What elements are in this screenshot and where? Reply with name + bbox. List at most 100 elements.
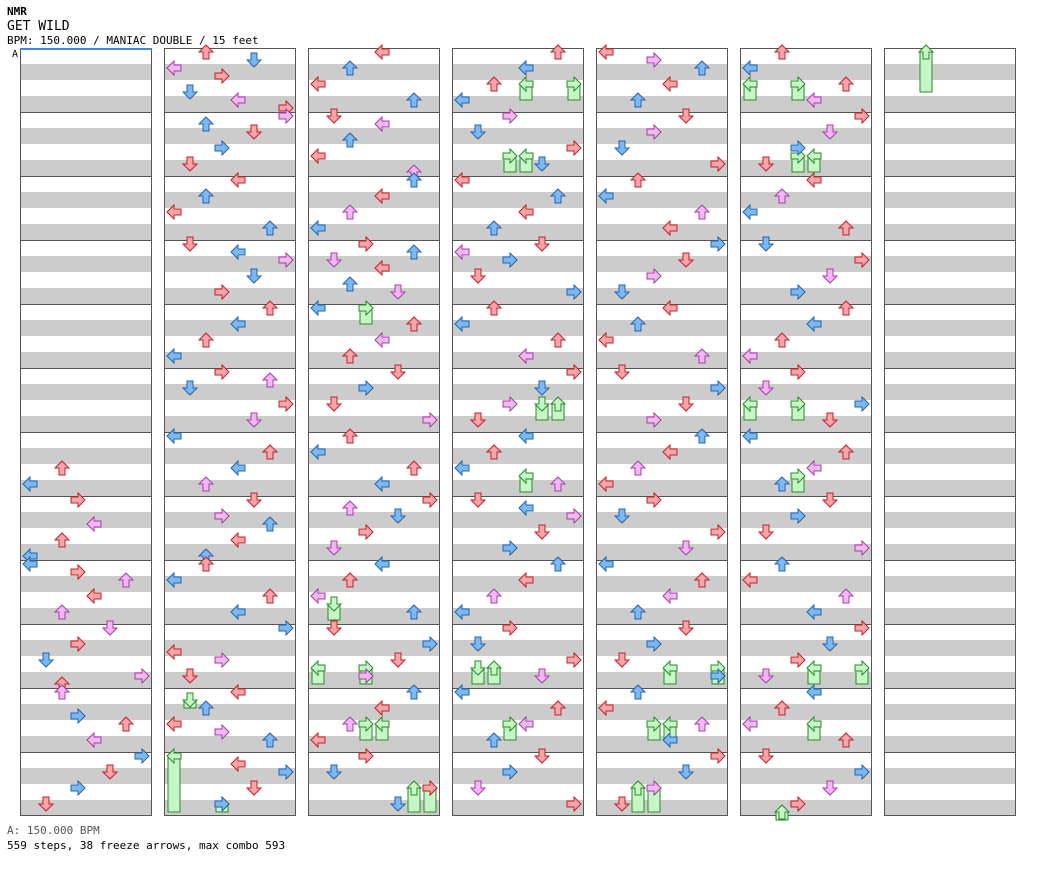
freeze-arrow xyxy=(790,395,806,421)
step-arrow xyxy=(341,348,359,364)
step-arrow xyxy=(742,203,758,221)
beat-stripe xyxy=(884,768,1016,784)
chart-column xyxy=(452,48,584,816)
step-arrow xyxy=(454,315,470,333)
step-arrow xyxy=(374,555,390,573)
freeze-arrow xyxy=(646,715,662,741)
step-arrow xyxy=(485,444,503,460)
beat-stripe xyxy=(596,480,728,496)
step-arrow xyxy=(549,188,567,204)
step-arrow xyxy=(374,475,390,493)
step-arrow xyxy=(166,347,182,365)
step-arrow xyxy=(405,316,423,332)
beat-stripe xyxy=(452,704,584,720)
step-arrow xyxy=(677,108,695,124)
freeze-arrow xyxy=(917,44,935,93)
step-arrow xyxy=(566,795,582,813)
beat-stripe xyxy=(884,480,1016,496)
beat-stripe xyxy=(596,256,728,272)
step-arrow xyxy=(405,604,423,620)
beat-stripe xyxy=(884,800,1016,816)
step-arrow xyxy=(662,219,678,237)
freeze-arrow xyxy=(742,395,758,421)
step-arrow xyxy=(646,635,662,653)
step-arrow xyxy=(389,364,407,380)
step-arrow xyxy=(757,380,775,396)
step-arrow xyxy=(374,115,390,133)
beat-stripe xyxy=(884,576,1016,592)
beat-stripe xyxy=(452,640,584,656)
step-arrow xyxy=(710,155,726,173)
beat-stripe xyxy=(308,160,440,176)
beat-stripe xyxy=(164,736,296,752)
beat-stripe xyxy=(164,288,296,304)
step-arrow xyxy=(502,619,518,637)
freeze-arrow xyxy=(518,147,534,173)
freeze-arrow xyxy=(374,715,390,741)
beat-stripe xyxy=(452,224,584,240)
freeze-arrow xyxy=(566,75,582,101)
beat-stripe xyxy=(308,416,440,432)
freeze-arrow xyxy=(790,467,806,493)
step-arrow xyxy=(374,187,390,205)
step-arrow xyxy=(358,747,374,765)
beat-stripe xyxy=(20,512,152,528)
song-title: GET WILD xyxy=(7,19,70,34)
beat-stripe xyxy=(884,352,1016,368)
beat-stripe xyxy=(308,704,440,720)
beat-stripe xyxy=(596,768,728,784)
step-arrow xyxy=(454,459,470,477)
beat-stripe xyxy=(452,608,584,624)
step-arrow xyxy=(197,700,215,716)
step-arrow xyxy=(677,396,695,412)
step-arrow xyxy=(310,587,326,605)
step-arrow xyxy=(70,779,86,797)
step-arrow xyxy=(358,235,374,253)
step-arrow xyxy=(166,427,182,445)
step-arrow xyxy=(629,460,647,476)
beat-stripe xyxy=(20,800,152,816)
step-arrow xyxy=(374,259,390,277)
step-arrow xyxy=(454,91,470,109)
step-arrow xyxy=(790,363,806,381)
beat-stripe xyxy=(884,448,1016,464)
step-arrow xyxy=(197,332,215,348)
step-arrow xyxy=(197,476,215,492)
beat-stripe xyxy=(164,384,296,400)
step-arrow xyxy=(389,796,407,812)
step-arrow xyxy=(710,747,726,765)
beat-stripe xyxy=(164,192,296,208)
beat-stripe xyxy=(884,704,1016,720)
step-arrow xyxy=(374,43,390,61)
beat-stripe xyxy=(740,512,872,528)
step-arrow xyxy=(341,60,359,76)
step-arrow xyxy=(197,116,215,132)
step-arrow xyxy=(70,635,86,653)
step-arrow xyxy=(598,331,614,349)
step-arrow xyxy=(854,763,870,781)
step-arrow xyxy=(693,204,711,220)
beat-stripe xyxy=(20,736,152,752)
beat-stripe xyxy=(308,544,440,560)
beat-stripe xyxy=(308,672,440,688)
step-arrow xyxy=(405,244,423,260)
beat-stripe xyxy=(452,672,584,688)
chart-column xyxy=(308,48,440,816)
beat-stripe xyxy=(20,448,152,464)
step-arrow xyxy=(341,132,359,148)
column-border xyxy=(308,48,440,816)
beat-stripe xyxy=(596,736,728,752)
step-arrow xyxy=(245,268,263,284)
step-arrow xyxy=(389,652,407,668)
step-arrow xyxy=(245,412,263,428)
step-arrow xyxy=(742,59,758,77)
beat-stripe xyxy=(740,416,872,432)
step-arrow xyxy=(181,156,199,172)
beat-stripe xyxy=(20,640,152,656)
step-arrow xyxy=(469,412,487,428)
beat-stripe xyxy=(596,160,728,176)
step-arrow xyxy=(773,556,791,572)
step-arrow xyxy=(693,348,711,364)
beat-stripe xyxy=(596,448,728,464)
